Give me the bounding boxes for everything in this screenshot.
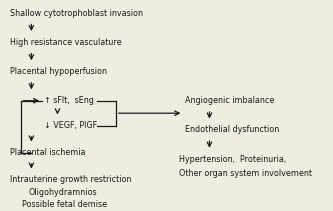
Text: ↓ VEGF, PlGF: ↓ VEGF, PlGF <box>44 121 97 130</box>
Text: Endothelial dysfunction: Endothelial dysfunction <box>185 125 279 134</box>
Text: Other organ system involvement: Other organ system involvement <box>179 169 312 178</box>
Text: Oligohydramnios: Oligohydramnios <box>28 188 97 197</box>
Text: Placental ischemia: Placental ischemia <box>10 148 85 157</box>
Text: Possible fetal demise: Possible fetal demise <box>22 200 107 209</box>
Text: Placental hypoperfusion: Placental hypoperfusion <box>10 67 107 76</box>
Text: High resistance vasculature: High resistance vasculature <box>10 38 122 47</box>
Text: Shallow cytotrophoblast invasion: Shallow cytotrophoblast invasion <box>10 9 143 18</box>
Text: ↑ sFlt,  sEng: ↑ sFlt, sEng <box>44 96 94 105</box>
Text: Angiogenic imbalance: Angiogenic imbalance <box>185 96 274 105</box>
Text: Hypertension,  Proteinuria,: Hypertension, Proteinuria, <box>179 154 286 164</box>
Text: Intrauterine growth restriction: Intrauterine growth restriction <box>10 175 132 184</box>
